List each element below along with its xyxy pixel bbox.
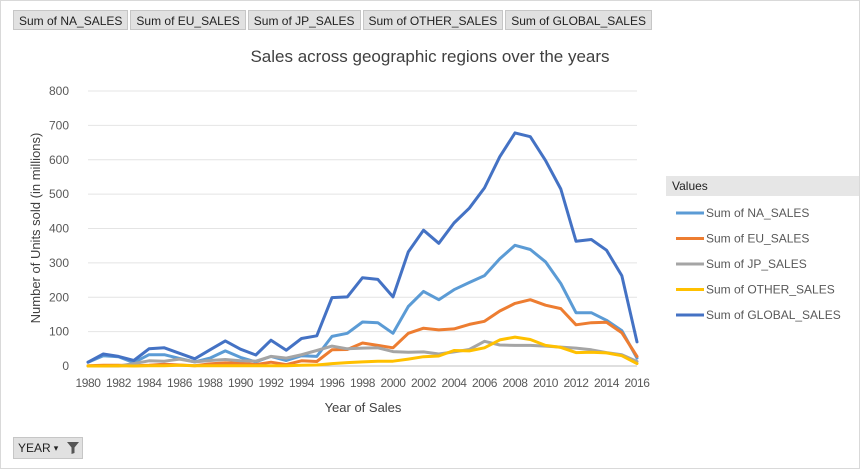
x-tick-label: 1990 [228,376,254,390]
y-tick-label: 800 [49,84,69,98]
field-button-global-sales[interactable]: Sum of GLOBAL_SALES [505,10,652,30]
legend-entry: Sum of GLOBAL_SALES [676,308,841,322]
y-tick-label: 400 [49,222,69,236]
filter-icon [67,442,79,454]
x-axis-label: Year of Sales [325,400,402,415]
x-tick-label: 2008 [502,376,528,390]
x-tick-label: 1992 [258,376,284,390]
x-tick-label: 1996 [319,376,345,390]
pivot-value-field-buttons: Sum of NA_SALES Sum of EU_SALES Sum of J… [13,10,652,30]
y-tick-label: 600 [49,153,69,167]
gridlines [88,90,637,367]
x-tick-label: 1986 [167,376,193,390]
x-tick-label: 1984 [136,376,162,390]
y-axis-tick-labels: 0 100 200 300 400 500 600 700 800 [49,84,69,373]
y-tick-label: 100 [49,325,69,339]
legend-entry: Sum of NA_SALES [676,206,809,220]
x-tick-label: 2012 [563,376,589,390]
y-tick-label: 700 [49,118,69,132]
x-axis-tick-labels: 1980 1982 1984 1986 1988 1990 1992 1994 1996 1998… [75,376,650,390]
x-tick-label: 2000 [380,376,406,390]
legend: Sum of NA_SALES Sum of EU_SALES Sum of JP_… [676,206,841,322]
y-tick-label: 300 [49,256,69,270]
legend-label: Sum of OTHER_SALES [706,283,835,297]
legend-header: Values [666,176,859,196]
x-tick-label: 1998 [350,376,376,390]
field-button-jp-sales[interactable]: Sum of JP_SALES [247,10,361,30]
series-line [86,131,639,364]
year-filter-button[interactable]: YEAR ▾ [13,437,83,459]
x-tick-label: 2010 [533,376,559,390]
field-button-eu-sales[interactable]: Sum of EU_SALES [130,10,246,30]
year-filter-label: YEAR [18,441,51,455]
x-tick-label: 1980 [75,376,101,390]
x-tick-label: 2006 [472,376,498,390]
x-tick-label: 1994 [289,376,315,390]
y-tick-label: 0 [62,359,69,373]
field-button-other-sales[interactable]: Sum of OTHER_SALES [362,10,504,30]
x-tick-label: 1982 [106,376,132,390]
x-tick-label: 2004 [441,376,467,390]
series-lines [86,131,639,368]
legend-entry: Sum of EU_SALES [676,232,809,246]
y-axis-label: Number of Units sold (in millions) [28,133,43,324]
x-tick-label: 2002 [411,376,437,390]
legend-label: Sum of EU_SALES [706,232,809,246]
chevron-down-icon: ▾ [53,443,59,453]
legend-entry: Sum of JP_SALES [676,257,807,271]
series-line [86,335,639,368]
chart-title: Sales across geographic regions over the… [250,47,609,66]
legend-label: Sum of GLOBAL_SALES [706,308,841,322]
legend-entry: Sum of OTHER_SALES [676,283,835,297]
legend-label: Sum of NA_SALES [706,206,809,220]
legend-label: Sum of JP_SALES [706,257,807,271]
x-tick-label: 1988 [197,376,223,390]
x-tick-label: 2014 [594,376,620,390]
x-tick-label: 2016 [624,376,650,390]
y-tick-label: 500 [49,187,69,201]
field-button-na-sales[interactable]: Sum of NA_SALES [13,10,129,30]
y-tick-label: 200 [49,290,69,304]
